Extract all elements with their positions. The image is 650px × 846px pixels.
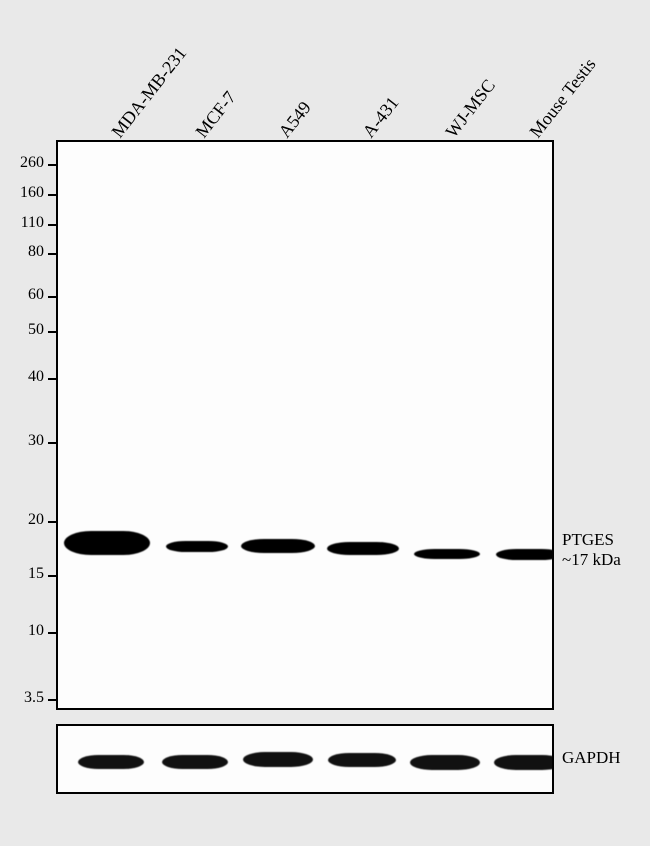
blot-band [78, 755, 144, 769]
mw-tick [48, 224, 56, 226]
blot-band [64, 531, 150, 555]
blot-band [496, 549, 554, 560]
blot-band [243, 752, 313, 767]
mw-label: 30 [28, 432, 44, 450]
mw-tick [48, 194, 56, 196]
lane-label: Mouse Testis [525, 54, 600, 142]
mw-tick [48, 575, 56, 577]
primary-blot-box [56, 140, 554, 710]
mw-label: 3.5 [24, 689, 44, 707]
blot-band [328, 753, 396, 767]
loading-control-annotation: GAPDH [562, 748, 621, 768]
blot-band [241, 539, 315, 553]
mw-tick [48, 253, 56, 255]
blot-band [494, 755, 554, 770]
target-name: PTGES [562, 530, 621, 550]
mw-label: 80 [28, 243, 44, 261]
mw-tick [48, 164, 56, 166]
lane-label: A549 [274, 98, 315, 142]
mw-label: 50 [28, 321, 44, 339]
lane-label: MDA-MB-231 [107, 43, 191, 142]
mw-label: 40 [28, 368, 44, 386]
blot-band [410, 755, 480, 770]
mw-label: 20 [28, 511, 44, 529]
mw-tick [48, 699, 56, 701]
western-blot-figure: MDA-MB-231MCF-7 A549 A-431 WJ-MSC Mouse Test… [0, 0, 650, 846]
target-annotation: PTGES ~17 kDa [562, 530, 621, 571]
lane-label: MCF-7 [191, 87, 240, 142]
mw-label: 160 [20, 184, 44, 202]
mw-label: 260 [20, 154, 44, 172]
lane-labels-row: MDA-MB-231MCF-7A549A-431WJ-MSCMouse Test… [65, 12, 565, 142]
blot-band [166, 541, 228, 552]
mw-tick [48, 632, 56, 634]
molecular-weight-markers: 260 160 110 80 60 50 40 30 20 15 10 3.5 [0, 148, 48, 708]
loading-control-blot-box [56, 724, 554, 794]
mw-label: 10 [28, 622, 44, 640]
loading-control-name: GAPDH [562, 748, 621, 767]
mw-label: 110 [21, 214, 44, 232]
blot-band [414, 549, 480, 559]
mw-tick [48, 296, 56, 298]
mw-tick [48, 521, 56, 523]
lane-label: A-431 [358, 93, 403, 142]
blot-band [327, 542, 399, 555]
mw-tick [48, 331, 56, 333]
mw-label: 15 [28, 565, 44, 583]
mw-tick [48, 442, 56, 444]
lane-label: WJ-MSC [441, 75, 499, 142]
target-mw: ~17 kDa [562, 550, 621, 570]
mw-label: 60 [28, 286, 44, 304]
blot-band [162, 755, 228, 769]
mw-tick [48, 378, 56, 380]
